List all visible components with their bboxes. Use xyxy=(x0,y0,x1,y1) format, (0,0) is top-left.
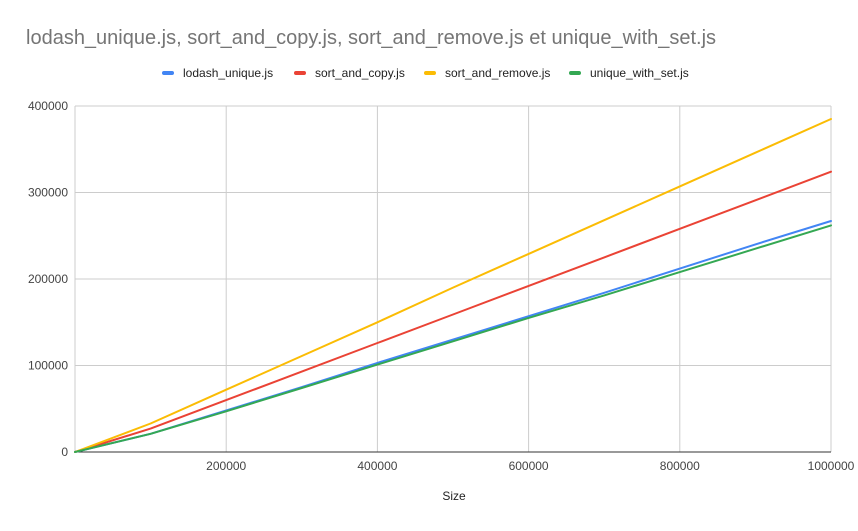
series-line-sort-and-remove-js xyxy=(74,118,832,453)
legend-item-unique-with-set: unique_with_set.js xyxy=(569,66,689,80)
x-tick-label: 200000 xyxy=(206,459,246,473)
legend-item-lodash-unique: lodash_unique.js xyxy=(162,66,273,80)
series-line-sort-and-copy-js xyxy=(74,170,832,453)
chart-legend: lodash_unique.js sort_and_copy.js sort_a… xyxy=(0,66,858,86)
series-line-unique-with-set-js xyxy=(74,224,832,453)
legend-label: sort_and_remove.js xyxy=(445,66,551,80)
x-tick-label: 1000000 xyxy=(808,459,855,473)
legend-swatch xyxy=(424,71,436,75)
legend-swatch xyxy=(569,71,581,75)
x-tick-label: 400000 xyxy=(357,459,397,473)
x-axis-title: Size xyxy=(442,489,466,503)
legend-item-sort-and-copy: sort_and_copy.js xyxy=(294,66,405,80)
y-tick-label: 300000 xyxy=(28,186,68,200)
series-line-lodash-unique-js xyxy=(74,220,832,453)
legend-label: sort_and_copy.js xyxy=(315,66,405,80)
x-tick-label: 600000 xyxy=(509,459,549,473)
y-tick-label: 0 xyxy=(61,445,68,459)
x-tick-label: 800000 xyxy=(660,459,700,473)
legend-swatch xyxy=(162,71,174,75)
y-tick-label: 100000 xyxy=(28,359,68,373)
y-tick-label: 400000 xyxy=(28,99,68,113)
legend-label: unique_with_set.js xyxy=(590,66,689,80)
chart-title: lodash_unique.js, sort_and_copy.js, sort… xyxy=(26,27,717,49)
legend-label: lodash_unique.js xyxy=(183,66,274,80)
y-tick-label: 200000 xyxy=(28,272,68,286)
legend-swatch xyxy=(294,71,306,75)
legend-item-sort-and-remove: sort_and_remove.js xyxy=(424,66,550,80)
